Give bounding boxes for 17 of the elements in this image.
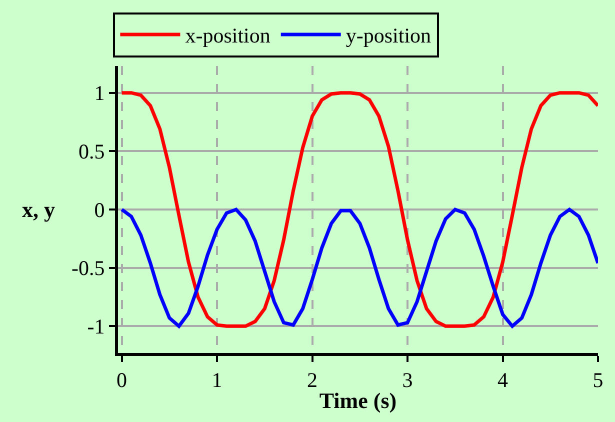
x-tick-label: 2: [307, 368, 318, 392]
y-tick-label: 0: [94, 198, 105, 222]
legend-label: y-position: [346, 24, 432, 48]
x-tick-label: 3: [402, 368, 413, 392]
y-axis-title: x, y: [22, 197, 55, 222]
y-tick-label: -1: [87, 314, 105, 339]
y-tick-label: 0.5: [78, 140, 105, 164]
x-tick-label: 4: [498, 368, 509, 392]
legend-label: x-position: [185, 24, 271, 48]
y-tick-label: -0.5: [72, 256, 105, 280]
x-axis-title: Time (s): [319, 388, 397, 414]
x-tick-label: 0: [116, 368, 128, 392]
line-series: [120, 208, 598, 328]
y-tick-label: 1: [94, 81, 105, 106]
x-tick-label: 5: [592, 368, 604, 392]
line-series: [120, 91, 598, 328]
x-tick-label: 1: [212, 368, 222, 392]
